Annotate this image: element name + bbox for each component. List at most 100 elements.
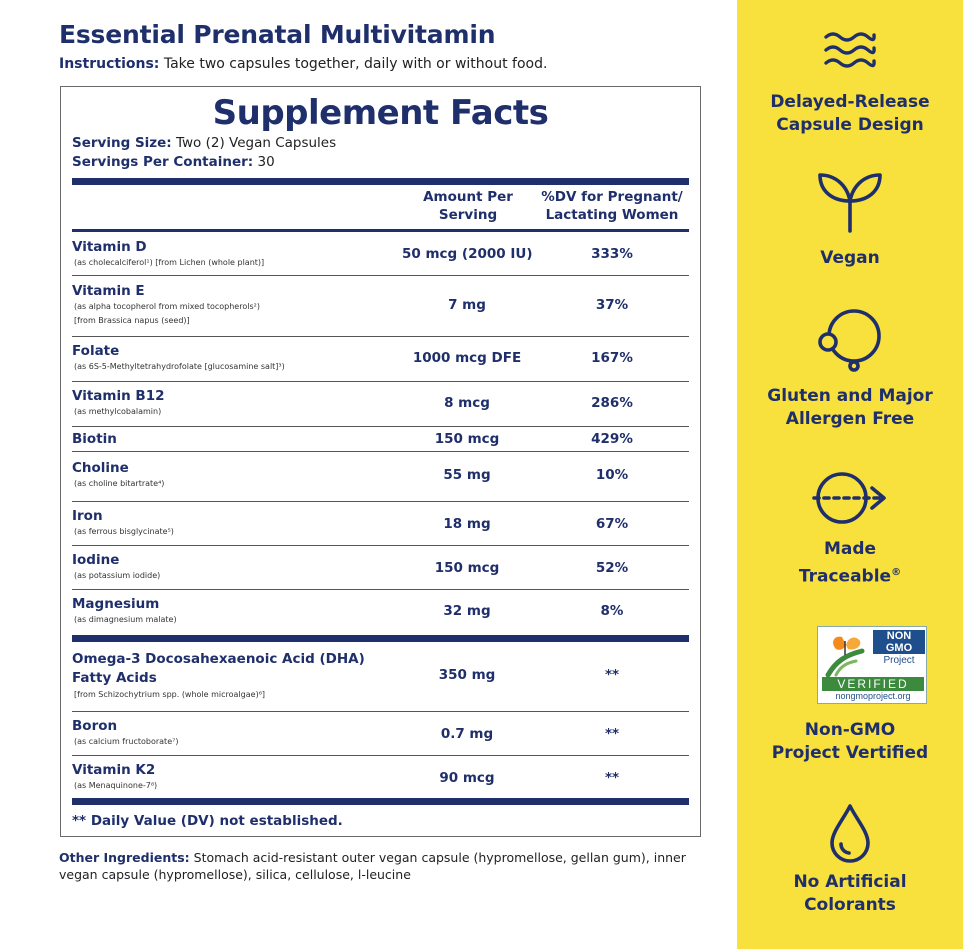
- nutrient-source: (as Menaquinone-7⁸): [74, 781, 158, 790]
- nutrient-name: Vitamin D: [72, 239, 147, 255]
- serving-size-value: Two (2) Vegan Capsules: [171, 135, 337, 151]
- nutrient-dv: 429%: [591, 431, 633, 447]
- nutrient-name: Vitamin K2: [72, 762, 156, 778]
- nutrient-amount: 150 mcg: [434, 560, 500, 576]
- nutrient-dv: 167%: [591, 350, 633, 366]
- nutrient-source: (as methylcobalamin): [74, 407, 162, 416]
- serving-size: Serving Size: Two (2) Vegan Capsules: [72, 135, 336, 151]
- badge-non-gmo: NON GMO: [873, 630, 925, 654]
- nutrient-source: (as 6S-5-Methyltetrahydrofolate [glucosa…: [74, 362, 285, 371]
- nutrient-amount: 50 mcg (2000 IU): [402, 246, 533, 262]
- nutrient-amount: 90 mcg: [439, 770, 495, 786]
- nutrient-row: Boron (as calcium fructoborate⁷) 0.7 mg …: [72, 712, 689, 756]
- nutrient-dv: 286%: [591, 395, 633, 411]
- nutrient-dv: 8%: [600, 603, 624, 619]
- nutrient-name: Choline: [72, 460, 129, 476]
- nutrient-dv: 67%: [595, 516, 629, 532]
- nutrient-row: Vitamin E (as alpha tocopherol from mixe…: [72, 276, 689, 337]
- nutrient-dv: **: [604, 726, 620, 742]
- nutrient-name: Boron: [72, 718, 118, 734]
- nutrient-amount: 0.7 mg: [440, 726, 494, 742]
- servings-value: 30: [253, 154, 275, 170]
- traceable-arrow-icon: [737, 470, 963, 526]
- nutrient-dv: 52%: [595, 560, 629, 576]
- nutrient-source-line2: [from Brassica napus (seed)]: [74, 316, 190, 325]
- sprout-icon: [737, 165, 963, 235]
- nutrient-dv: 333%: [591, 246, 633, 262]
- nutrient-dv: 10%: [595, 467, 629, 483]
- waves-icon: [737, 28, 963, 74]
- nutrient-source: (as potassium iodide): [74, 571, 161, 580]
- instructions-label: Instructions:: [59, 56, 160, 72]
- feature-label-non-gmo: Non-GMO Project Vertified: [771, 720, 929, 763]
- nutrient-source: (as cholecalciferol¹) [from Lichen (whol…: [74, 258, 265, 267]
- column-header-dv: %DV for Pregnant/Lactating Women: [541, 189, 683, 223]
- feature-label-vegan: Vegan: [820, 248, 880, 268]
- nutrient-row: Iodine (as potassium iodide) 150 mcg 52%: [72, 546, 689, 590]
- globe-connection-icon: [737, 308, 963, 372]
- nutrient-source: [from Schizochytrium spp. (whole microal…: [74, 690, 266, 699]
- nutrient-row: Folate (as 6S-5-Methyltetrahydrofolate […: [72, 337, 689, 382]
- feature-label-no-colorants: No Artificial Colorants: [793, 872, 907, 915]
- nutrient-amount: 32 mg: [443, 603, 491, 619]
- droplet-icon: [737, 802, 963, 864]
- nutrient-row: Choline (as choline bitartrate⁴) 55 mg 1…: [72, 452, 689, 502]
- nutrient-amount: 7 mg: [448, 297, 486, 313]
- nutrient-amount: 350 mg: [438, 667, 496, 683]
- badge-project: Project: [883, 655, 915, 666]
- nutrient-amount: 8 mcg: [444, 395, 490, 411]
- nutrient-name: Folate: [72, 343, 120, 359]
- badge-verified: VERIFIED: [822, 677, 924, 691]
- nutrient-amount: 1000 mcg DFE: [412, 350, 522, 366]
- label-panel: Essential Prenatal Multivitamin Instruct…: [59, 20, 709, 883]
- nutrient-row: Magnesium (as dimagnesium malate) 32 mg …: [72, 590, 689, 634]
- nutrient-row: Omega-3 Docosahexaenoic Acid (DHA) Fatty…: [72, 645, 689, 712]
- serving-size-label: Serving Size:: [72, 135, 172, 151]
- instructions: Instructions: Take two capsules together…: [59, 56, 547, 72]
- servings-label: Servings Per Container:: [72, 154, 254, 170]
- divider-header: [72, 229, 689, 232]
- nutrient-name: Vitamin E: [72, 283, 145, 299]
- nutrient-name: Biotin: [72, 431, 117, 447]
- other-ingredients: Other Ingredients: Stomach acid-resistan…: [59, 849, 709, 883]
- page-title: Essential Prenatal Multivitamin: [59, 20, 496, 49]
- nutrient-dv: **: [604, 770, 620, 786]
- feature-label-gluten-free: Gluten and Major Allergen Free: [767, 386, 933, 429]
- nutrient-source: (as dimagnesium malate): [74, 615, 177, 624]
- badge-url: nongmoproject.org: [835, 691, 911, 701]
- nutrient-row: Vitamin B12 (as methylcobalamin) 8 mcg 2…: [72, 382, 689, 427]
- nutrient-amount: 18 mg: [443, 516, 491, 532]
- nutrient-dv: **: [604, 667, 620, 683]
- footnote: ** Daily Value (DV) not established.: [72, 813, 343, 829]
- nutrient-source: (as alpha tocopherol from mixed tocopher…: [74, 302, 260, 311]
- divider-thick: [72, 798, 689, 805]
- nutrient-name-line2: Fatty Acids: [72, 670, 157, 686]
- other-ingredients-text: Stomach acid-resistant outer vegan capsu…: [59, 850, 686, 882]
- divider-thick: [72, 178, 689, 185]
- feature-label-delayed-release: Delayed-Release Capsule Design: [770, 92, 930, 135]
- instructions-text: Take two capsules together, daily with o…: [159, 56, 548, 72]
- column-header-amount: Amount Per Serving: [423, 189, 513, 223]
- nutrient-name: Iodine: [72, 552, 120, 568]
- nutrient-name: Iron: [72, 508, 103, 524]
- other-ingredients-label: Other Ingredients:: [59, 850, 190, 865]
- nutrient-amount: 55 mg: [443, 467, 491, 483]
- non-gmo-badge: NON GMO Project VERIFIED nongmoproject.or…: [817, 626, 927, 704]
- nutrient-name: Magnesium: [72, 596, 160, 612]
- nutrient-dv: 37%: [595, 297, 629, 313]
- supplement-facts-panel: Supplement Facts Serving Size: Two (2) V…: [60, 86, 701, 837]
- nutrient-name: Omega-3 Docosahexaenoic Acid (DHA): [72, 651, 365, 667]
- nutrient-source: (as calcium fructoborate⁷): [74, 737, 179, 746]
- nutrient-source: (as choline bitartrate⁴): [74, 479, 165, 488]
- facts-title: Supplement Facts: [212, 93, 549, 133]
- nutrient-amount: 150 mcg: [434, 431, 500, 447]
- nutrient-row: Iron (as ferrous bisglycinate⁵) 18 mg 67…: [72, 502, 689, 546]
- nutrient-name: Vitamin B12: [72, 388, 165, 404]
- feature-label-traceable: Made Traceable®: [798, 539, 902, 587]
- butterfly-icon: [825, 636, 865, 678]
- divider-thick: [72, 635, 689, 642]
- nutrient-row: Vitamin K2 (as Menaquinone-7⁸) 90 mcg **: [72, 756, 689, 796]
- servings-per-container: Servings Per Container: 30: [72, 154, 275, 170]
- nutrient-row: Biotin 150 mcg 429%: [72, 427, 689, 452]
- nutrient-row: Vitamin D (as cholecalciferol¹) [from Li…: [72, 232, 689, 276]
